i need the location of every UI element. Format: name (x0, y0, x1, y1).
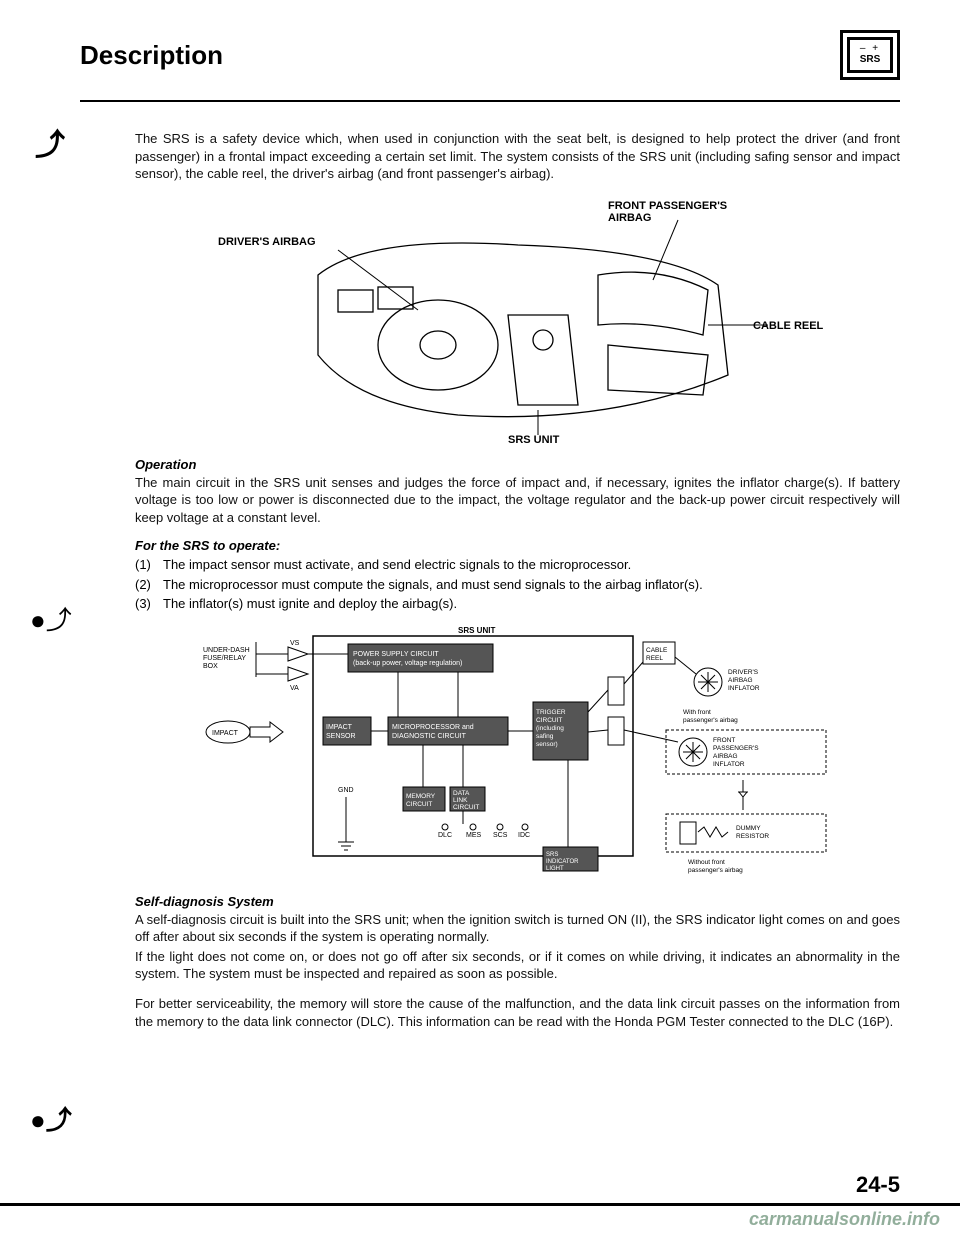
operation-heading: Operation (135, 457, 900, 472)
label-srs-unit-title: SRS UNIT (458, 626, 495, 635)
self-diag-para3: For better serviceability, the memory wi… (135, 995, 900, 1030)
dashboard-diagram: DRIVER'S AIRBAG FRONT PASSENGER'SAIRBAG … (208, 195, 828, 445)
srs-operate-heading: For the SRS to operate: (135, 538, 900, 553)
self-diag-heading: Self-diagnosis System (135, 894, 900, 909)
block-diagram: SRS UNIT UNDER-DASHFUSE/RELAYBOX VS VA P… (198, 622, 838, 882)
list-item: (1)The impact sensor must activate, and … (135, 555, 900, 575)
label-idc: IDC (518, 832, 530, 839)
label-dummy: DUMMYRESISTOR (736, 825, 769, 840)
label-gnd: GND (338, 787, 354, 794)
list-item-text: The impact sensor must activate, and sen… (163, 555, 631, 575)
label-mes: MES (466, 832, 482, 839)
list-item: (2)The microprocessor must compute the s… (135, 575, 900, 595)
list-item-text: The microprocessor must compute the sign… (163, 575, 703, 595)
list-item: (3)The inflator(s) must ignite and deplo… (135, 594, 900, 614)
page-title: Description (80, 40, 223, 71)
self-diag-para1: A self-diagnosis circuit is built into t… (135, 911, 900, 946)
label-impact: IMPACT (212, 730, 239, 737)
srs-badge: – + SRS (840, 30, 900, 80)
label-memory: MEMORYCIRCUIT (406, 793, 436, 808)
label-srs-unit: SRS UNIT (508, 434, 560, 445)
label-va: VA (290, 685, 299, 692)
label-scs: SCS (493, 832, 508, 839)
label-driver-airbag: DRIVER'S AIRBAG (218, 236, 316, 248)
label-driver-inflator: DRIVER'SAIRBAGINFLATOR (728, 669, 760, 692)
page-number: 24-5 (856, 1172, 900, 1198)
label-vs: VS (290, 640, 300, 647)
intro-paragraph: The SRS is a safety device which, when u… (135, 130, 900, 183)
label-passenger-inflator: FRONTPASSENGER'SAIRBAGINFLATOR (713, 737, 759, 768)
watermark: carmanualsonline.info (749, 1209, 960, 1230)
badge-symbols: – + (860, 44, 880, 54)
label-under-dash: UNDER-DASHFUSE/RELAYBOX (203, 647, 250, 670)
airbag-icon: – + SRS (847, 37, 893, 73)
operation-paragraph: The main circuit in the SRS unit senses … (135, 474, 900, 527)
self-diag-para2: If the light does not come on, or does n… (135, 948, 900, 983)
list-item-text: The inflator(s) must ignite and deploy t… (163, 594, 457, 614)
label-cable-reel-block: CABLEREEL (646, 647, 668, 662)
margin-mark-icon: ⤴ (30, 120, 70, 164)
header-rule (80, 100, 900, 102)
srs-operate-list: (1)The impact sensor must activate, and … (135, 555, 900, 614)
margin-mark-icon: ●⤴ (30, 600, 70, 637)
footer-rule (0, 1203, 960, 1206)
label-front-passenger-airbag: FRONT PASSENGER'SAIRBAG (608, 200, 727, 224)
label-without-front: Without frontpassenger's airbag (688, 859, 743, 874)
label-dlc: DLC (438, 832, 452, 839)
label-cable-reel: CABLE REEL (753, 320, 824, 332)
badge-label: SRS (860, 54, 881, 66)
label-with-front: With frontpassenger's airbag (683, 709, 738, 724)
margin-mark-icon: ●⤴ (30, 1100, 70, 1137)
